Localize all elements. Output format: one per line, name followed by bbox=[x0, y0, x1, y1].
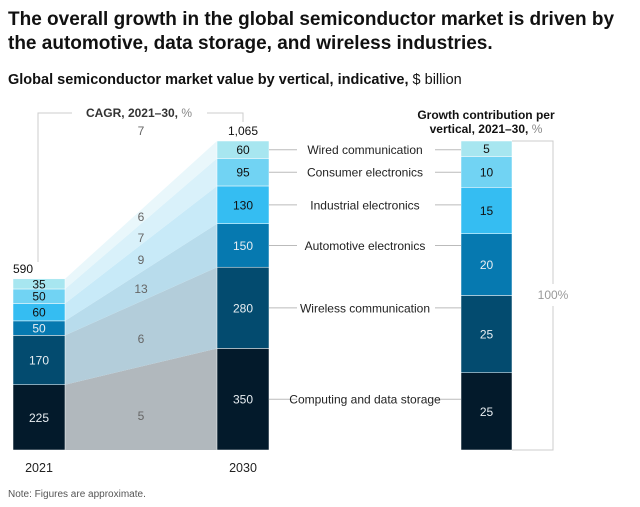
bar-value-label: 50 bbox=[32, 322, 46, 336]
contribution-segment bbox=[460, 233, 513, 296]
bar-value-label: 130 bbox=[233, 198, 253, 212]
bar-value-label: 50 bbox=[32, 290, 46, 304]
category-label: 2021 bbox=[25, 461, 53, 475]
bar-segment bbox=[12, 278, 66, 290]
contribution-segment bbox=[460, 295, 513, 373]
category-label: 2030 bbox=[229, 461, 257, 475]
cagr-value: 5 bbox=[138, 409, 145, 423]
vertical-label: Automotive electronics bbox=[305, 239, 426, 253]
contribution-title-2: vertical, 2021–30, % bbox=[430, 122, 543, 136]
bar-value-label: 170 bbox=[29, 354, 49, 368]
bar-value-label: 280 bbox=[233, 301, 253, 315]
bar-segment bbox=[216, 348, 270, 451]
growth-band bbox=[65, 185, 217, 321]
subtitle-unit: $ billion bbox=[412, 72, 462, 88]
bar-value-label: 350 bbox=[233, 393, 253, 407]
growth-band bbox=[65, 223, 217, 336]
subtitle-main: Global semiconductor market value by ver… bbox=[8, 72, 409, 88]
cagr-value: 13 bbox=[134, 282, 148, 296]
contribution-value: 20 bbox=[480, 258, 494, 272]
contribution-segment bbox=[460, 140, 513, 157]
chart-subtitle: Global semiconductor market value by ver… bbox=[8, 72, 462, 88]
growth-band bbox=[65, 348, 217, 450]
cagr-label: CAGR, 2021–30, % bbox=[86, 106, 192, 120]
bar-segment bbox=[216, 223, 270, 268]
contribution-value: 5 bbox=[483, 142, 490, 156]
cagr-value: 6 bbox=[138, 332, 145, 346]
market-chart: 22535017028050150601305095356059020211,0… bbox=[12, 106, 569, 475]
contribution-title-1: Growth contribution per bbox=[417, 108, 555, 122]
bar-value-label: 150 bbox=[233, 239, 253, 253]
bar-value-label: 60 bbox=[236, 143, 250, 157]
vertical-label: Wired communication bbox=[307, 143, 422, 157]
bar-segment bbox=[12, 335, 66, 385]
chart-note: Note: Figures are approximate. bbox=[8, 489, 146, 500]
cagr-bracket-left bbox=[37, 112, 72, 262]
cagr-value-top: 7 bbox=[138, 124, 145, 138]
total-100-label: 100% bbox=[538, 288, 569, 302]
vertical-label: Consumer electronics bbox=[307, 166, 423, 180]
cagr-bracket-right bbox=[207, 112, 244, 122]
bar-value-label: 95 bbox=[236, 166, 250, 180]
cagr-value: 6 bbox=[138, 210, 145, 224]
cagr-value: 9 bbox=[138, 253, 145, 267]
total-label: 1,065 bbox=[228, 124, 258, 138]
growth-band bbox=[65, 158, 217, 304]
bar-segment bbox=[216, 266, 270, 349]
vertical-label: Computing and data storage bbox=[289, 393, 441, 407]
bar-value-label: 35 bbox=[32, 277, 46, 291]
total-bracket bbox=[512, 140, 554, 451]
growth-band bbox=[65, 141, 217, 289]
growth-band bbox=[65, 267, 217, 385]
contribution-segment bbox=[460, 372, 513, 451]
contribution-value: 15 bbox=[480, 204, 494, 218]
contribution-value: 10 bbox=[480, 165, 494, 179]
bar-segment bbox=[216, 158, 270, 187]
bar-value-label: 60 bbox=[32, 306, 46, 320]
contribution-value: 25 bbox=[480, 328, 494, 342]
bar-value-label: 225 bbox=[29, 411, 49, 425]
contribution-segment bbox=[460, 156, 513, 188]
vertical-label: Industrial electronics bbox=[310, 198, 419, 212]
chart-title: The overall growth in the global semicon… bbox=[8, 9, 615, 54]
total-label: 590 bbox=[13, 262, 33, 276]
bar-segment bbox=[12, 384, 66, 451]
vertical-label: Wireless communication bbox=[300, 301, 430, 315]
cagr-value: 7 bbox=[138, 231, 145, 245]
contribution-segment bbox=[460, 187, 513, 234]
contribution-value: 25 bbox=[480, 405, 494, 419]
